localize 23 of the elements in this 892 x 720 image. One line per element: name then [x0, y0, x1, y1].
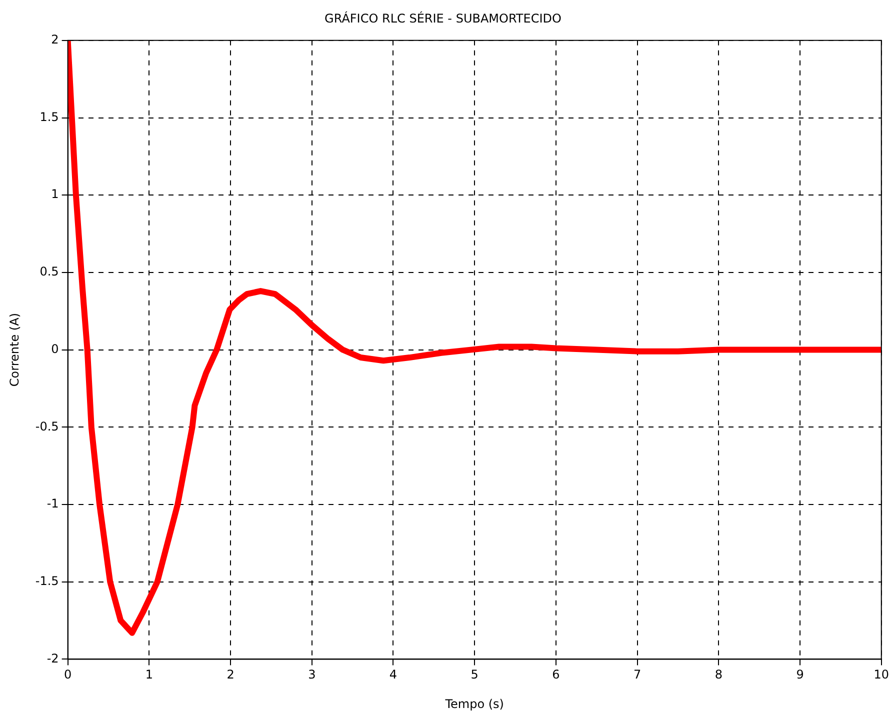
y-tick-label: 1 [51, 187, 59, 202]
x-tick-label: 2 [226, 668, 234, 682]
y-axis-title: Corrente (A) [7, 313, 22, 387]
x-tick-label: 0 [64, 668, 72, 682]
x-tick-label: 9 [796, 668, 804, 682]
y-tick-label: -1.5 [35, 574, 59, 588]
x-tick-label: 8 [714, 668, 722, 682]
y-tick-label: 2 [51, 32, 59, 47]
y-tick-label: 1.5 [40, 110, 59, 124]
y-tick-label: 0 [51, 342, 59, 356]
x-tick-label: 4 [389, 668, 398, 682]
x-axis-title: Tempo (s) [444, 696, 504, 711]
x-tick-label: 3 [308, 668, 316, 682]
x-tick-label: 7 [633, 668, 642, 682]
y-tick-label: -2 [46, 651, 59, 666]
y-tick-label: -0.5 [35, 419, 59, 434]
x-tick-label: 5 [470, 668, 478, 682]
x-tick-label: 1 [145, 668, 153, 682]
y-tick-label: -1 [46, 496, 59, 511]
x-tick-label: 6 [552, 668, 560, 682]
y-tick-label: 0.5 [40, 264, 59, 279]
chart-title: GRÁFICO RLC SÉRIE - SUBAMORTECIDO [324, 10, 562, 26]
x-tick-label: 10 [874, 668, 890, 682]
